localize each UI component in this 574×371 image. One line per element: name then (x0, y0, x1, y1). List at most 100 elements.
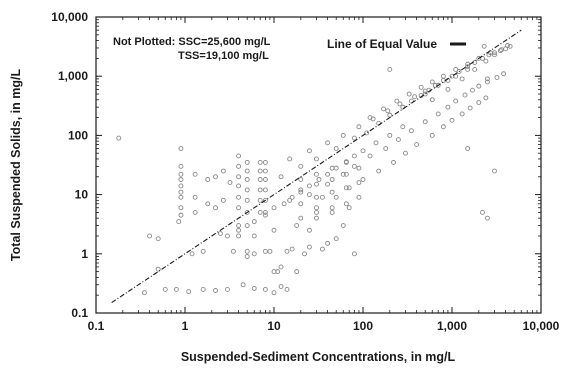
scatter-point (387, 112, 393, 118)
scatter-point (257, 197, 263, 203)
scatter-point (116, 135, 122, 141)
scatter-point (236, 227, 242, 233)
scatter-point (271, 290, 277, 296)
scatter-point (314, 205, 319, 211)
axis-ticks: 0.1 1 10 100 1,000 10,000 0.1 1 10 100 1,000 10,000 (51, 10, 559, 333)
x-tick-label: 1,000 (437, 319, 467, 333)
scatter-point (213, 174, 218, 180)
scatter-point (287, 156, 293, 162)
y-tick-label: 1,000 (58, 69, 88, 83)
scatter-point (383, 146, 389, 151)
scatter-point (395, 137, 401, 143)
scatter-point (298, 187, 304, 193)
x-tick-label: 10,000 (523, 319, 560, 333)
scatter-point (189, 251, 195, 257)
scatter-point (314, 156, 319, 162)
scatter-point (400, 124, 406, 130)
y-tick-label: 100 (68, 128, 88, 142)
scatter-point (406, 91, 412, 97)
scatter-point (251, 219, 257, 225)
scatter-point (213, 205, 218, 211)
scatter-point (262, 197, 268, 203)
scatter-point (262, 212, 268, 218)
scatter-point (340, 171, 346, 177)
scatter-point (192, 209, 198, 215)
scatter-point (483, 58, 489, 64)
scatter-point (213, 288, 218, 293)
scatter-point (445, 104, 451, 110)
scatter-point (205, 201, 211, 207)
scatter-point (236, 183, 242, 189)
scatter-point (329, 209, 335, 215)
x-tick-label: 100 (353, 319, 373, 333)
scatter-point (414, 142, 420, 148)
scatter-point (294, 223, 300, 229)
scatter-point (476, 83, 482, 89)
scatter-point (178, 163, 184, 169)
scatter-point (220, 197, 226, 203)
scatter-point (257, 177, 263, 182)
scatter-point (314, 171, 319, 177)
scatter-point (343, 171, 349, 177)
scatter-point (289, 246, 295, 252)
scatter-point (343, 185, 349, 191)
scatter-point (387, 132, 393, 138)
scatter-point (422, 119, 428, 125)
scatter-point (314, 194, 319, 200)
scatter-point (262, 168, 268, 174)
scatter-point (236, 163, 242, 169)
scatter-point (178, 194, 184, 200)
scatter-point (459, 111, 465, 117)
scatter-point (271, 227, 277, 233)
scatter-point (262, 248, 268, 254)
scatter-point (472, 67, 478, 72)
scatter-point (240, 282, 246, 288)
scatter-point (298, 163, 304, 169)
scatter-point (236, 174, 242, 180)
scatter-point (225, 233, 230, 239)
scatter-point (155, 266, 161, 272)
scatter-point (220, 168, 226, 174)
scatter-point (236, 153, 242, 159)
scatter-point (360, 177, 366, 182)
y-tick-label: 0.1 (71, 306, 88, 320)
scatter-point (251, 233, 257, 239)
scatter-point (294, 269, 300, 275)
scatter-point (244, 209, 250, 215)
scatter-point (465, 64, 471, 70)
scatter-point (505, 43, 510, 48)
scatter-point (217, 231, 223, 236)
scatter-point (481, 43, 487, 49)
scatter-point (465, 146, 471, 151)
scatter-point (429, 97, 435, 103)
scatter-point (178, 177, 184, 182)
scatter-point (484, 215, 490, 221)
scatter-point (162, 286, 168, 292)
scatter-point (306, 148, 312, 154)
scatter-point (340, 132, 346, 138)
scatter-point (492, 52, 497, 58)
scatter-point (333, 194, 339, 200)
scatter-point (497, 48, 503, 54)
scatter-point (340, 223, 346, 229)
scatter-point (367, 153, 373, 159)
scatter-point (397, 101, 403, 107)
scatter-point (284, 248, 290, 254)
scatter-point (440, 124, 446, 130)
scatter-point (394, 98, 400, 104)
scatter-point (440, 73, 446, 79)
scatter-point (387, 67, 393, 72)
scatter-point (306, 227, 312, 233)
scatter-point (192, 194, 198, 200)
scatter-point (329, 189, 335, 195)
scatter-point (244, 197, 250, 203)
scatter-point (173, 286, 179, 292)
scatter-point (403, 150, 408, 156)
scatter-point (501, 71, 507, 77)
scatter-point (385, 108, 391, 114)
scatter-point (244, 159, 250, 165)
scatter-point (467, 105, 473, 111)
scatter-point (298, 189, 304, 195)
scatter-point (367, 115, 373, 121)
